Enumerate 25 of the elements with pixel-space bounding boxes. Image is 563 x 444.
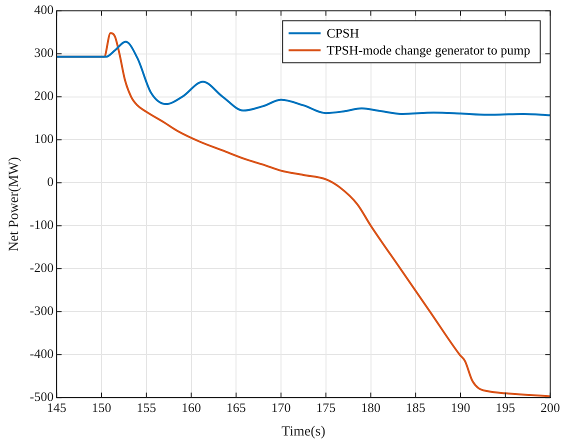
x-tick-label: 185 bbox=[406, 400, 426, 415]
x-tick-label: 200 bbox=[540, 400, 560, 415]
x-tick-label: 160 bbox=[182, 400, 202, 415]
x-tick-label: 170 bbox=[271, 400, 291, 415]
y-tick-label: -100 bbox=[30, 217, 54, 232]
x-tick-label: 150 bbox=[92, 400, 112, 415]
y-tick-label: -300 bbox=[30, 303, 54, 318]
y-tick-label: 100 bbox=[34, 131, 54, 146]
legend-label: CPSH bbox=[326, 26, 360, 41]
x-tick-label: 190 bbox=[450, 400, 470, 415]
x-tick-label: 155 bbox=[136, 400, 156, 415]
y-tick-label: 300 bbox=[34, 45, 54, 60]
x-tick-label: 175 bbox=[316, 400, 336, 415]
legend-label: TPSH-mode change generator to pump bbox=[326, 42, 530, 58]
x-tick-label: 195 bbox=[496, 400, 516, 415]
y-tick-label: 0 bbox=[47, 174, 54, 190]
y-tick-label: -200 bbox=[30, 260, 54, 276]
line-series bbox=[56, 40, 550, 116]
x-axis-title: Time(s) bbox=[282, 424, 326, 440]
y-tick-label: 200 bbox=[34, 88, 54, 104]
x-tick-label: 180 bbox=[361, 400, 380, 415]
y-axis-title: Net Power(MW) bbox=[7, 156, 22, 252]
x-tick-label: 165 bbox=[226, 400, 246, 415]
y-tick-label: 400 bbox=[34, 2, 54, 18]
y-tick-label: -400 bbox=[30, 346, 54, 362]
